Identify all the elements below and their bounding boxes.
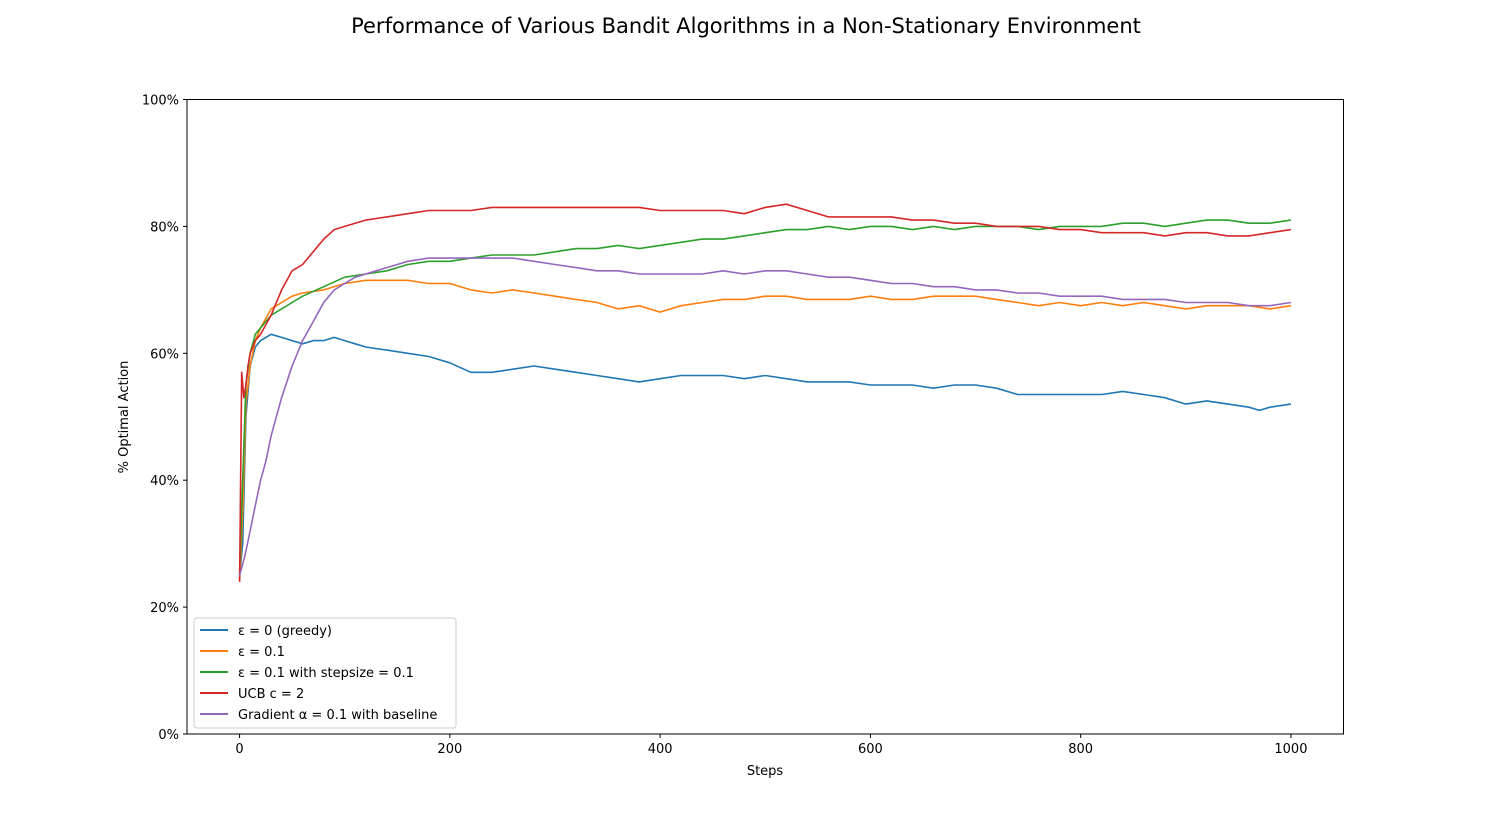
legend-label: ε = 0 (greedy) bbox=[238, 624, 332, 639]
x-tick-label: 600 bbox=[858, 742, 883, 757]
legend-label: ε = 0.1 bbox=[238, 645, 285, 660]
x-tick-label: 0 bbox=[235, 742, 243, 757]
x-axis-label: Steps bbox=[747, 764, 784, 779]
series-line-4 bbox=[238, 257, 1292, 576]
legend-box bbox=[193, 617, 457, 729]
plot-frame bbox=[186, 99, 1344, 735]
legend: ε = 0 (greedy) ε = 0.1 ε = 0.1 with stepsi… bbox=[193, 617, 457, 729]
legend-label: ε = 0.1 with stepsize = 0.1 bbox=[238, 666, 414, 681]
series-line-2 bbox=[238, 219, 1292, 576]
y-axis-label: % Optimal Action bbox=[117, 361, 132, 474]
x-tick-label: 800 bbox=[1068, 742, 1093, 757]
y-tick-label: 100% bbox=[142, 94, 179, 109]
x-axis-ticks: 0 200 400 600 800 1000 bbox=[235, 734, 1307, 757]
y-tick-label: 60% bbox=[150, 347, 179, 362]
y-tick-label: 40% bbox=[150, 474, 179, 489]
series-line-0 bbox=[238, 333, 1292, 576]
y-tick-label: 20% bbox=[150, 601, 179, 616]
series-line-1 bbox=[238, 279, 1292, 582]
series-lines bbox=[238, 203, 1292, 582]
x-tick-label: 200 bbox=[437, 742, 462, 757]
y-tick-label: 80% bbox=[150, 220, 179, 235]
x-tick-label: 400 bbox=[648, 742, 673, 757]
x-tick-label: 1000 bbox=[1274, 742, 1307, 757]
y-axis-ticks: 0% 20% 40% 60% 80% 100% bbox=[142, 94, 187, 743]
legend-label: Gradient α = 0.1 with baseline bbox=[238, 708, 437, 723]
y-tick-label: 0% bbox=[158, 728, 179, 743]
chart-title: Performance of Various Bandit Algorithms… bbox=[351, 14, 1141, 38]
series-line-3 bbox=[238, 203, 1292, 582]
legend-label: UCB c = 2 bbox=[238, 687, 304, 702]
